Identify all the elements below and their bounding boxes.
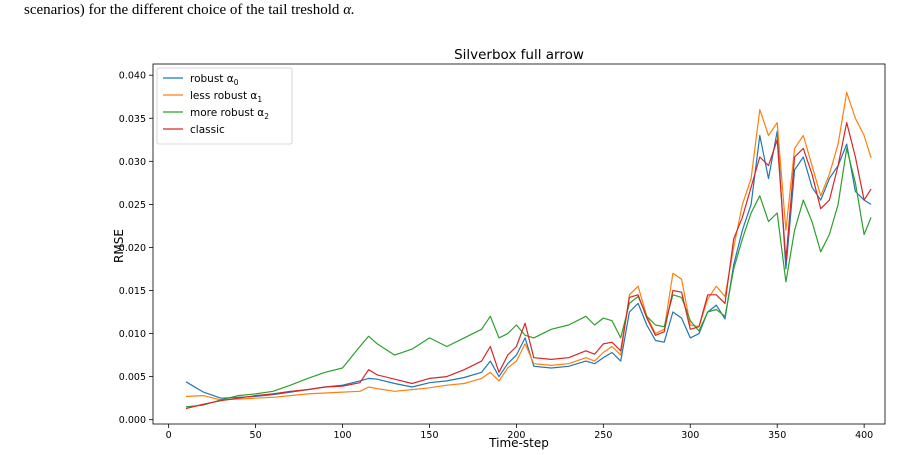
x-tick-label: 0 [166, 430, 172, 441]
caption-text: scenarios) for the different choice of t… [24, 2, 340, 18]
y-tick-label: 0.005 [119, 372, 146, 383]
legend-frame [156, 67, 293, 145]
x-tick-label: 100 [333, 430, 351, 441]
x-tick-label: 250 [594, 430, 612, 441]
x-tick-label: 300 [681, 430, 699, 441]
legend-label-1: less robust α1 [190, 90, 262, 104]
plot-area [152, 63, 886, 425]
figure-caption: scenarios) for the different choice of t… [24, 2, 904, 19]
y-tick-label: 0.020 [119, 243, 146, 254]
plot-frame [152, 63, 886, 425]
legend: robust α0 less robust α1 more robust α2 cla… [156, 67, 293, 145]
legend-subscript: 0 [234, 78, 239, 87]
x-tick-label: 200 [507, 430, 525, 441]
y-tick-label: 0.035 [119, 114, 146, 125]
legend-label-3: classic [190, 124, 225, 136]
caption-alpha: α. [343, 2, 355, 18]
series-line-1 [185, 91, 872, 401]
y-tick-label: 0.015 [119, 286, 146, 297]
y-tick-label: 0.025 [119, 200, 146, 211]
y-tick-label: 0.040 [119, 71, 146, 82]
series-line-0 [185, 130, 872, 399]
y-tick-label: 0.000 [119, 415, 146, 426]
legend-subscript: 2 [264, 112, 269, 121]
chart-title: Silverbox full arrow [454, 47, 584, 63]
y-tick-label: 0.030 [119, 157, 146, 168]
legend-subscript: 1 [257, 95, 262, 104]
x-tick-label: 50 [250, 430, 262, 441]
series-line-2 [185, 147, 872, 408]
x-tick-label: 150 [420, 430, 438, 441]
x-axis: 0 50 100 150 200 250 300 350 400 [166, 424, 873, 441]
series-line-3 [185, 121, 872, 410]
x-tick-label: 400 [855, 430, 873, 441]
legend-label-0: robust α0 [190, 73, 239, 87]
x-axis-label: Time-step [488, 436, 549, 450]
x-tick-label: 350 [768, 430, 786, 441]
y-axis: 0.000 0.005 0.010 0.015 0.020 0.025 0.030 0.035… [119, 71, 153, 426]
legend-label-2: more robust α2 [190, 107, 269, 121]
y-tick-label: 0.010 [119, 329, 146, 340]
y-axis-label: RMSE [112, 229, 126, 263]
